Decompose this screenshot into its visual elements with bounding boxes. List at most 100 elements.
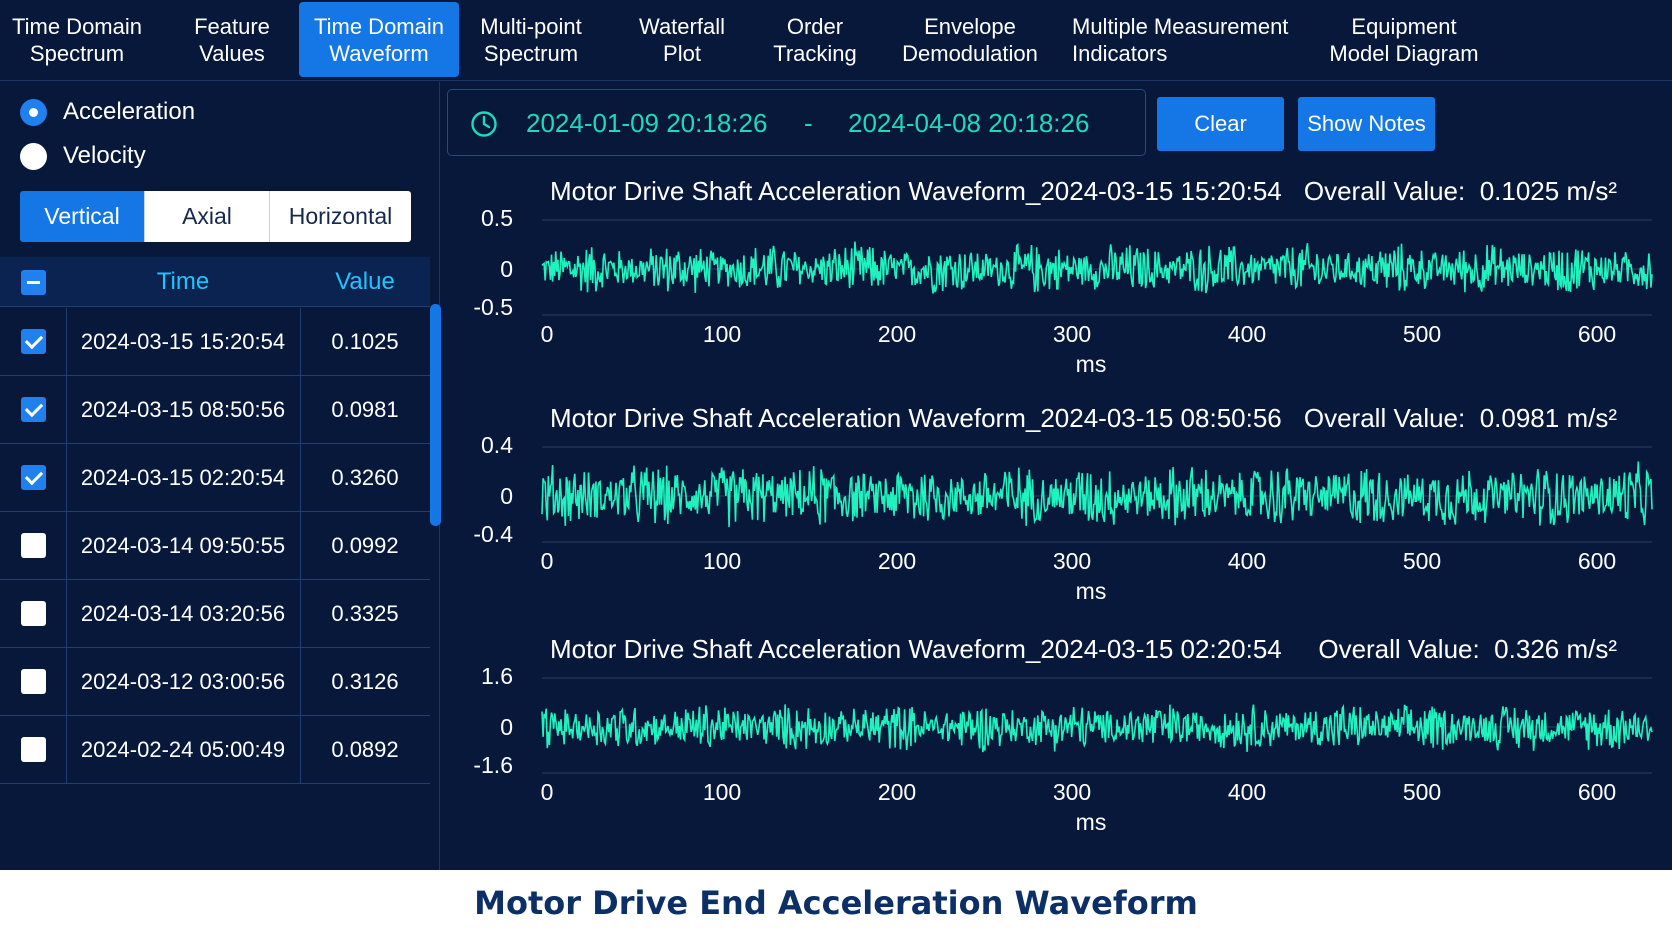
radio-button-on[interactable] [20, 98, 47, 126]
clear-button[interactable]: Clear [1157, 97, 1284, 151]
x-tick-label: 200 [878, 321, 916, 347]
y-tick-label: 0.5 [481, 205, 513, 231]
tab-feature-values[interactable]: Feature Values [194, 13, 270, 66]
y-tick-label: 0 [500, 714, 513, 740]
end-date[interactable]: 2024-04-08 20:18:26 [848, 108, 1090, 138]
table-row[interactable]: 2024-03-15 15:20:54 0.1025 [0, 308, 430, 376]
table-header: Time Value [0, 257, 430, 307]
radio-button-off[interactable] [20, 142, 47, 170]
start-date[interactable]: 2024-01-09 20:18:26 [526, 108, 768, 138]
y-tick-label: 1.6 [481, 663, 513, 689]
column-divider [66, 648, 67, 716]
waveform-series [541, 703, 1653, 753]
column-divider [66, 308, 67, 376]
row-time: 2024-03-15 15:20:54 [80, 329, 286, 354]
x-tick-label: 0 [541, 779, 554, 805]
column-divider [300, 376, 301, 444]
row-checkbox[interactable] [21, 465, 46, 490]
page-caption: Motor Drive End Acceleration Waveform [474, 884, 1198, 922]
direction-axial-button[interactable]: Axial [145, 191, 270, 242]
chart-title: Motor Drive Shaft Acceleration Waveform_… [550, 403, 1282, 433]
row-checkbox[interactable] [21, 329, 46, 354]
row-time: 2024-03-14 09:50:55 [80, 533, 286, 558]
column-header-value: Value [335, 268, 395, 295]
measurement-table: Time Value 2024-03-15 15:20:54 0.1025 2024… [0, 257, 430, 867]
chart-title: Motor Drive Shaft Acceleration Waveform_… [550, 634, 1282, 664]
overall-value: Overall Value: 0.1025 m/s² [1304, 176, 1617, 206]
date-range-picker[interactable]: 2024-01-09 20:18:26 - 2024-04-08 20:18:2… [447, 89, 1146, 156]
row-time: 2024-03-14 03:20:56 [80, 601, 286, 626]
column-divider [66, 376, 67, 444]
table-row[interactable]: 2024-03-15 02:20:54 0.3260 [0, 444, 430, 512]
direction-vertical-button[interactable]: Vertical [20, 191, 145, 242]
radio-label: Acceleration [63, 98, 196, 125]
y-tick-label: 0.4 [481, 432, 513, 458]
tab-multi-point-spectrum[interactable]: Multi-point Spectrum [480, 13, 582, 66]
radio-acceleration[interactable]: Acceleration [20, 98, 195, 126]
x-tick-label: 400 [1228, 548, 1266, 574]
clock-icon [471, 111, 497, 137]
x-tick-label: 100 [703, 321, 741, 347]
x-tick-label: 500 [1403, 779, 1441, 805]
table-row[interactable]: 2024-03-14 09:50:55 0.0992 [0, 512, 430, 580]
x-tick-label: 300 [1053, 548, 1091, 574]
x-tick-label: 100 [703, 548, 741, 574]
row-value: 0.3260 [331, 465, 399, 490]
select-all-checkbox[interactable] [21, 270, 46, 295]
row-time: 2024-02-24 05:00:49 [80, 737, 286, 762]
x-tick-label: 0 [541, 321, 554, 347]
column-divider [66, 512, 67, 580]
y-tick-label: 0 [500, 256, 513, 282]
direction-segmented-control: Vertical Axial Horizontal [20, 191, 411, 242]
x-tick-label: 0 [541, 548, 554, 574]
tab-order-tracking[interactable]: Order Tracking [773, 13, 857, 66]
row-value: 0.3126 [331, 669, 399, 694]
x-tick-label: 500 [1403, 548, 1441, 574]
column-divider [300, 512, 301, 580]
row-checkbox[interactable] [21, 669, 46, 694]
overall-value-label: Overall Value: [1304, 176, 1480, 206]
table-row[interactable]: 2024-02-24 05:00:49 0.0892 [0, 716, 430, 784]
waveform-chart-2: Motor Drive Shaft Acceleration Waveform_… [473, 403, 1653, 604]
table-row[interactable]: 2024-03-12 03:00:56 0.3126 [0, 648, 430, 716]
tab-envelope-demodulation[interactable]: Envelope Demodulation [902, 13, 1038, 66]
overall-value-label: Overall Value: [1304, 403, 1480, 433]
x-tick-label: 600 [1578, 548, 1616, 574]
table-row[interactable]: 2024-03-15 08:50:56 0.0981 [0, 376, 430, 444]
x-tick-label: 100 [703, 779, 741, 805]
x-tick-label: 500 [1403, 321, 1441, 347]
x-axis-label: ms [1076, 351, 1107, 377]
tab-equipment-model-diagram[interactable]: Equipment Model Diagram [1329, 13, 1479, 66]
table-scrollbar[interactable] [430, 304, 441, 526]
overall-value-label: Overall Value: [1318, 634, 1494, 664]
overall-value: Overall Value: 0.326 m/s² [1318, 634, 1617, 664]
overall-value: Overall Value: 0.0981 m/s² [1304, 403, 1617, 433]
column-divider [66, 716, 67, 784]
waveform-chart-3: Motor Drive Shaft Acceleration Waveform_… [473, 634, 1653, 835]
row-checkbox[interactable] [21, 601, 46, 626]
direction-horizontal-button[interactable]: Horizontal [270, 191, 411, 242]
x-axis-label: ms [1076, 809, 1107, 835]
row-value: 0.0992 [331, 533, 399, 558]
x-tick-label: 400 [1228, 779, 1266, 805]
waveform-series [541, 241, 1653, 294]
radio-velocity[interactable]: Velocity [20, 142, 146, 170]
x-tick-label: 200 [878, 548, 916, 574]
tab-multiple-measurement-indicators[interactable]: Multiple Measurement Indicators [1072, 13, 1289, 66]
row-time: 2024-03-12 03:00:56 [80, 669, 286, 694]
row-checkbox[interactable] [21, 737, 46, 762]
date-separator: - [804, 108, 813, 138]
waveform-series [541, 461, 1653, 528]
row-checkbox[interactable] [21, 397, 46, 422]
tab-time-domain-waveform[interactable]: Time Domain Waveform [299, 2, 459, 77]
row-checkbox[interactable] [21, 533, 46, 558]
show-notes-button[interactable]: Show Notes [1298, 97, 1435, 151]
column-divider [300, 308, 301, 376]
x-tick-label: 300 [1053, 779, 1091, 805]
tab-time-domain-spectrum[interactable]: Time Domain Spectrum [12, 13, 142, 66]
table-row[interactable]: 2024-03-14 03:20:56 0.3325 [0, 580, 430, 648]
tab-waterfall-plot[interactable]: Waterfall Plot [639, 13, 725, 66]
column-divider [300, 716, 301, 784]
x-tick-label: 200 [878, 779, 916, 805]
app-window: Time Domain Spectrum Feature Values Time… [0, 0, 1672, 870]
